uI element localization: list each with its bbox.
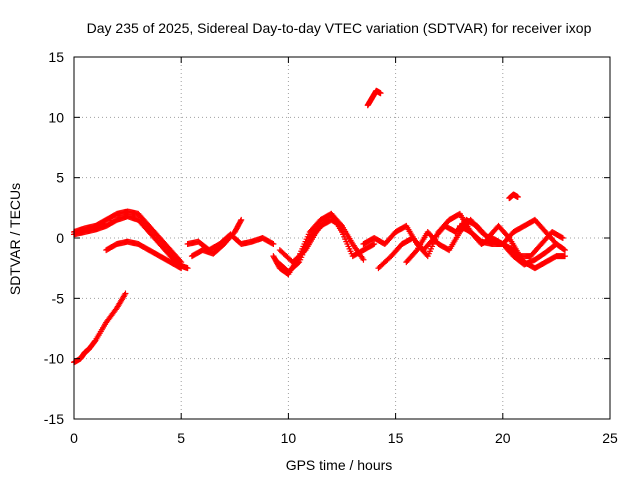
y-tick-label: 10 bbox=[48, 109, 64, 125]
data-point bbox=[371, 241, 378, 248]
series-trace-m bbox=[456, 222, 568, 268]
series-trace-c bbox=[103, 238, 185, 272]
data-point bbox=[337, 221, 344, 228]
data-point bbox=[270, 241, 277, 248]
series-trace-d bbox=[71, 290, 129, 366]
y-tick-label: -15 bbox=[44, 411, 64, 427]
data-point bbox=[561, 253, 568, 260]
x-tick-label: 0 bbox=[70, 430, 78, 446]
data-points bbox=[71, 87, 568, 366]
data-point bbox=[184, 265, 191, 272]
data-point bbox=[237, 218, 244, 225]
x-tick-label: 15 bbox=[388, 430, 404, 446]
x-tick-label: 10 bbox=[281, 430, 297, 446]
series-trace-b bbox=[71, 213, 191, 272]
series-trace-a bbox=[71, 208, 185, 266]
y-tick-label: -10 bbox=[44, 351, 64, 367]
data-point bbox=[295, 260, 302, 267]
data-point bbox=[269, 240, 276, 247]
data-point bbox=[360, 256, 367, 263]
y-tick-label: -5 bbox=[52, 290, 65, 306]
y-tick-label: 0 bbox=[56, 230, 64, 246]
data-point bbox=[370, 241, 377, 248]
data-point bbox=[412, 248, 419, 255]
data-point bbox=[559, 235, 566, 241]
data-point bbox=[561, 246, 568, 253]
data-point bbox=[339, 222, 345, 229]
x-tick-label: 25 bbox=[602, 430, 618, 446]
series-trace-f bbox=[188, 216, 245, 260]
x-tick-label: 20 bbox=[495, 430, 511, 446]
y-tick-label: 15 bbox=[48, 49, 64, 65]
data-point bbox=[122, 290, 129, 297]
x-tick-label: 5 bbox=[177, 430, 185, 446]
data-point bbox=[561, 247, 568, 254]
data-point bbox=[238, 216, 245, 223]
data-point bbox=[514, 193, 521, 200]
series-trace-o bbox=[506, 191, 521, 202]
chart-title: Day 235 of 2025, Sidereal Day-to-day VTE… bbox=[87, 20, 592, 36]
x-axis-title: GPS time / hours bbox=[286, 457, 393, 473]
data-point bbox=[377, 90, 384, 97]
axis-ticks: 0 5 10 15 20 25 -15 -10 -5 0 5 10 15 bbox=[44, 49, 618, 446]
data-point bbox=[178, 265, 185, 272]
y-tick-label: 5 bbox=[56, 170, 64, 186]
series-trace-n bbox=[364, 87, 384, 109]
data-point bbox=[177, 264, 184, 271]
data-point bbox=[558, 234, 565, 241]
series-trace-i bbox=[276, 210, 345, 266]
grid bbox=[74, 57, 610, 419]
y-axis-title: SDTVAR / TECUs bbox=[7, 183, 23, 295]
data-point bbox=[301, 248, 308, 255]
